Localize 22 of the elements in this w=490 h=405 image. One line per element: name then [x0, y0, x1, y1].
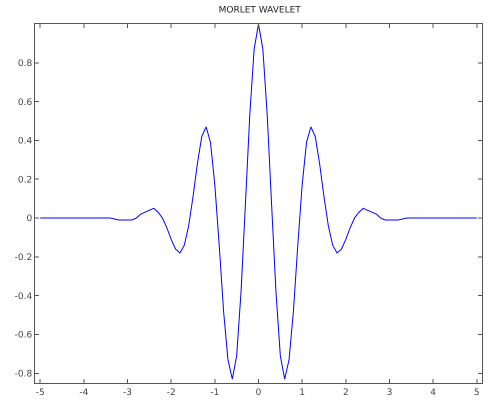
- x-tick-label: -4: [79, 388, 89, 398]
- x-tick-label: -1: [210, 388, 220, 398]
- y-tick-label: 0.8: [18, 58, 32, 69]
- chart-title: MORLET WAVELET: [218, 5, 302, 16]
- x-tick-label: 5: [474, 388, 480, 398]
- y-tick-label: -0.6: [14, 330, 32, 341]
- x-tick-label: -5: [36, 388, 45, 398]
- x-tick-label: -3: [123, 388, 132, 398]
- x-tick-label: -2: [166, 388, 176, 398]
- y-tick-label: -0.4: [14, 292, 32, 302]
- y-tick-label: -0.2: [14, 253, 32, 264]
- y-tick-label: 0.2: [18, 175, 32, 186]
- y-tick-label: 0: [26, 214, 32, 224]
- x-tick-label: 1: [299, 388, 306, 398]
- y-tick-label: 0.6: [18, 98, 32, 108]
- x-tick-label: 0: [256, 388, 262, 398]
- line-series: [40, 24, 478, 380]
- x-tick-label: 2: [342, 388, 349, 398]
- x-tick-label: 3: [386, 388, 392, 398]
- y-tick-label: 0.4: [18, 136, 32, 147]
- x-tick-label: 4: [430, 388, 436, 398]
- y-tick-label: -0.8: [14, 369, 32, 380]
